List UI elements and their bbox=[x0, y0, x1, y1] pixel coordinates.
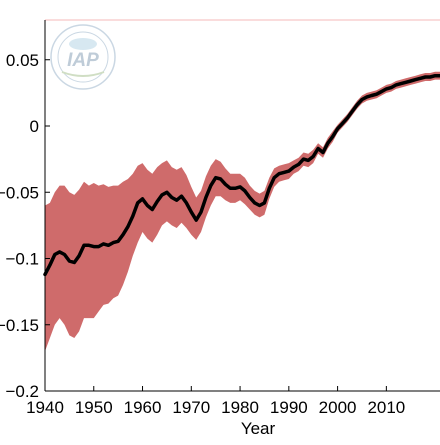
y-tick-label: −0.15 bbox=[0, 316, 39, 335]
y-tick-label: 0 bbox=[30, 117, 39, 136]
x-axis-title: Year bbox=[241, 419, 276, 438]
svg-text:IAP: IAP bbox=[67, 50, 99, 71]
series-line bbox=[43, 73, 440, 277]
y-tick-label: 0.05 bbox=[6, 51, 39, 70]
iap-logo-emblem: IAP bbox=[50, 24, 116, 90]
uncertainty-band bbox=[45, 71, 440, 352]
x-tick-label: 1970 bbox=[172, 398, 210, 417]
y-tick-label: −0.2 bbox=[5, 382, 39, 401]
plot-area bbox=[43, 19, 440, 352]
x-tick-label: 2010 bbox=[367, 398, 405, 417]
x-tick-label: 2000 bbox=[319, 398, 357, 417]
x-tick-label: 1980 bbox=[221, 398, 259, 417]
x-tick-label: 1990 bbox=[270, 398, 308, 417]
x-tick-label: 1950 bbox=[75, 398, 113, 417]
axes: −0.2 −0.15 −0.1 −0.05 0 0.05 1940 1950 1960 1970 1… bbox=[0, 20, 440, 417]
iap-logo: IAP bbox=[50, 24, 116, 90]
y-tick-label: −0.1 bbox=[5, 250, 39, 269]
x-tick-label: 1940 bbox=[26, 398, 64, 417]
x-tick-label: 1960 bbox=[124, 398, 162, 417]
y-tick-label: −0.05 bbox=[0, 183, 39, 202]
